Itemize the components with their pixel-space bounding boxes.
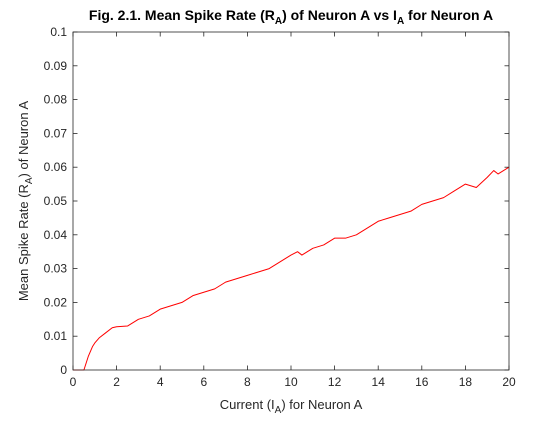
x-tick-label: 6 bbox=[200, 375, 207, 389]
y-tick-label: 0.04 bbox=[44, 228, 68, 242]
data-layer bbox=[73, 166, 510, 371]
x-tick-label: 16 bbox=[415, 375, 429, 389]
y-tick-label: 0.09 bbox=[44, 59, 68, 73]
y-tick-label: 0.05 bbox=[44, 194, 68, 208]
y-tick-label: 0.03 bbox=[44, 262, 68, 276]
x-tick-label: 2 bbox=[113, 375, 120, 389]
y-tick-label: 0.02 bbox=[44, 295, 68, 309]
x-axis-label: Current (IA) for Neuron A bbox=[220, 397, 363, 416]
axis-ticks: 0 2 4 6 8 10 12 14 16 18 20 0 0.01 0.02 0.03 0.04 0.05 0.… bbox=[44, 25, 516, 389]
x-tick-label: 18 bbox=[459, 375, 473, 389]
y-tick-label: 0.01 bbox=[44, 329, 68, 343]
x-tick-label: 10 bbox=[284, 375, 298, 389]
chart-title: Fig. 2.1. Mean Spike Rate (RA) of Neuron… bbox=[89, 7, 493, 27]
y-tick-label: 0.06 bbox=[44, 160, 68, 174]
x-tick-label: 12 bbox=[328, 375, 342, 389]
y-tick-label: 0.08 bbox=[44, 93, 68, 107]
x-tick-label: 4 bbox=[157, 375, 164, 389]
y-axis-label: Mean Spike Rate (RA) of Neuron A bbox=[16, 101, 35, 302]
x-tick-label: 20 bbox=[502, 375, 516, 389]
x-tick-label: 0 bbox=[70, 375, 77, 389]
plot-frame bbox=[72, 31, 510, 371]
x-tick-label: 8 bbox=[244, 375, 251, 389]
plot-area bbox=[73, 32, 509, 370]
y-tick-label: 0.07 bbox=[44, 126, 68, 140]
series-line-1 bbox=[73, 166, 510, 371]
x-tick-label: 14 bbox=[372, 375, 386, 389]
y-tick-label: 0.1 bbox=[50, 25, 67, 39]
y-tick-label: 0 bbox=[60, 363, 67, 377]
